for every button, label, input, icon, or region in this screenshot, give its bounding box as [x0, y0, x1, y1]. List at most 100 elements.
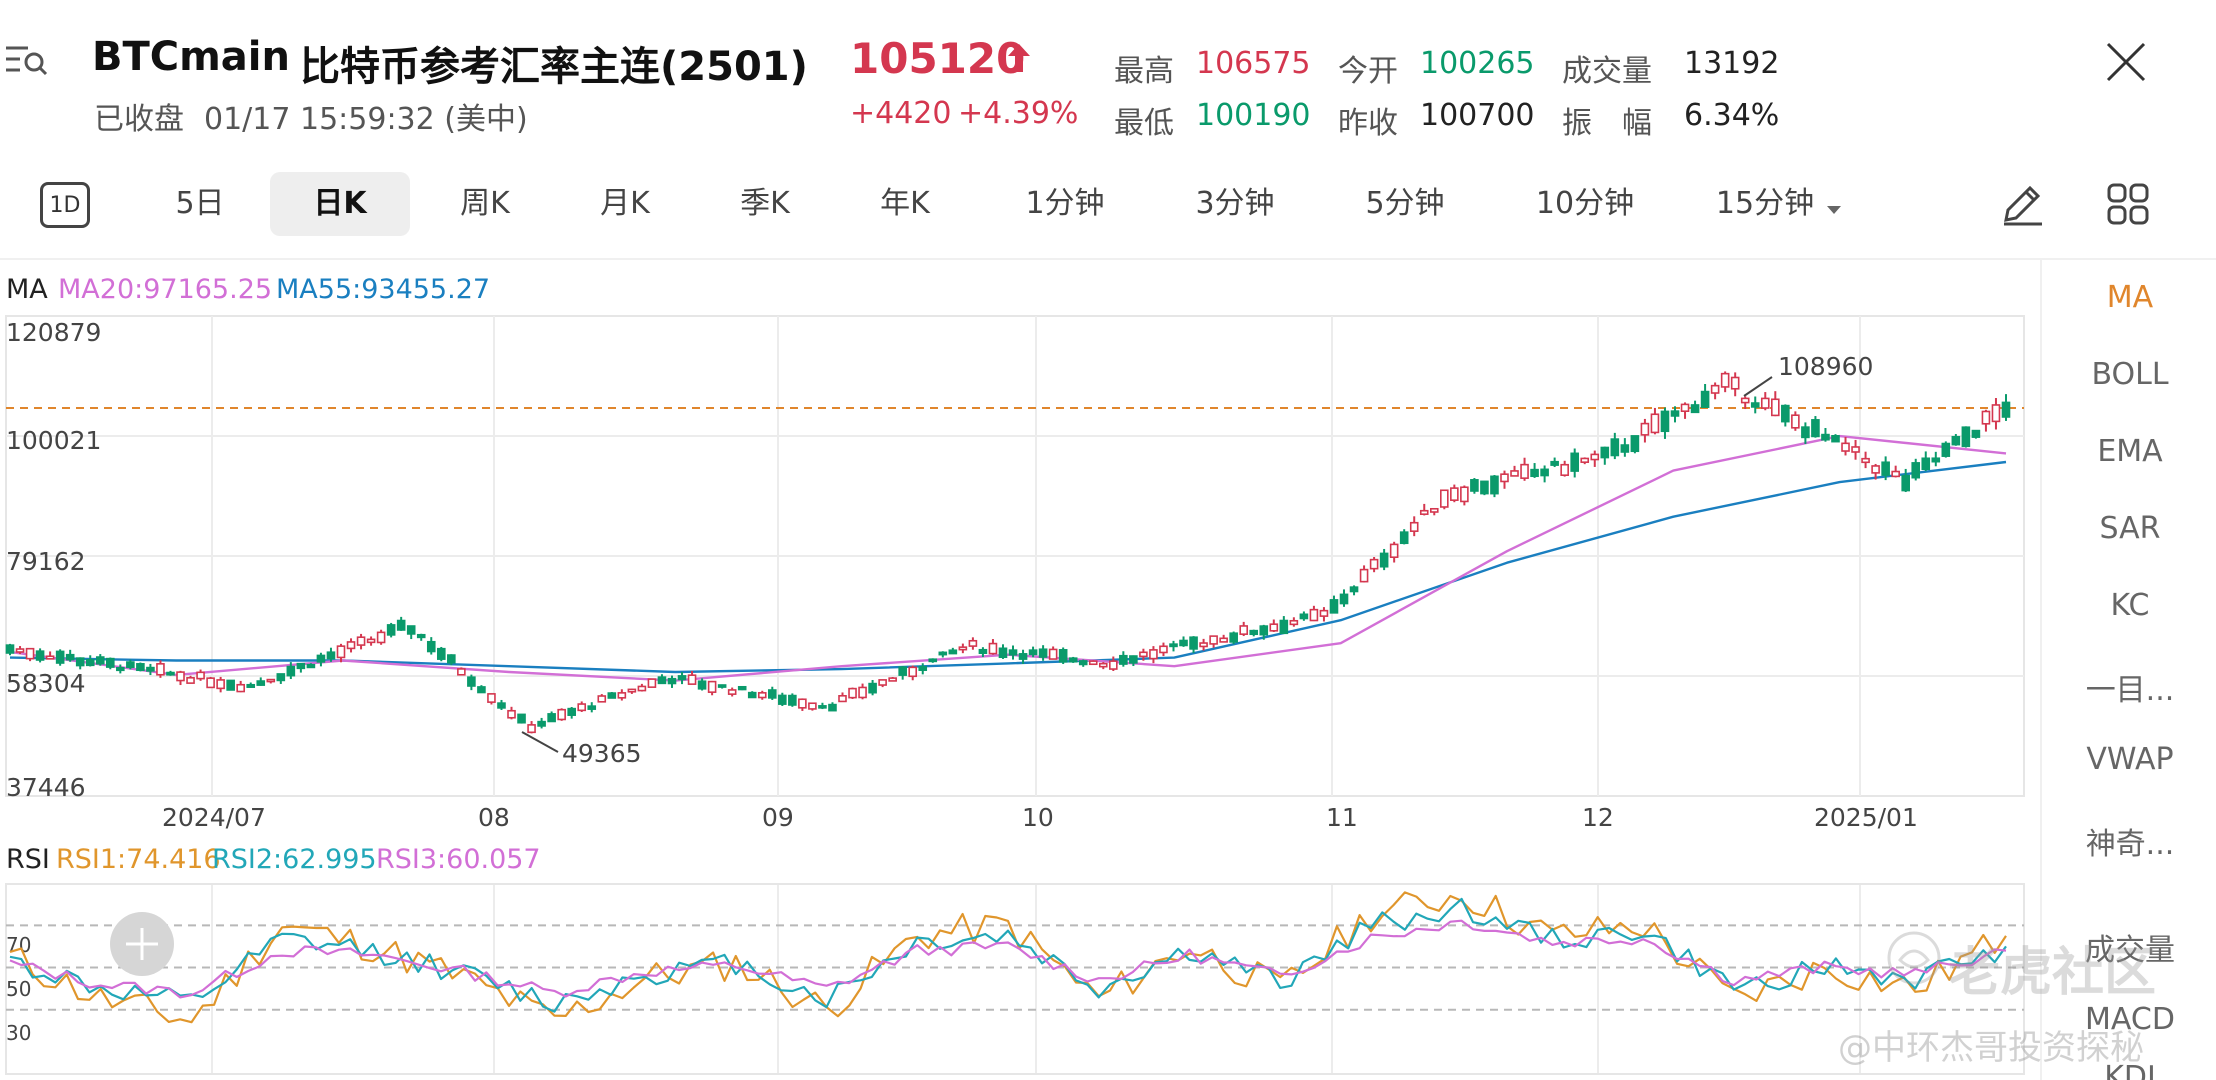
candle-up [687, 674, 697, 685]
y-tick-label: 79162 [6, 547, 86, 576]
candle-down [667, 677, 677, 685]
candle-down [1660, 410, 1670, 433]
candle-down [1399, 531, 1409, 545]
tab-1d[interactable]: 1D [40, 182, 90, 228]
tab-yearly-k[interactable]: 年K [880, 186, 930, 221]
candle-up [1289, 619, 1299, 626]
candle-up [346, 641, 356, 650]
side-item-magic[interactable]: 神奇... [2085, 827, 2175, 862]
low-label: 最低 [1114, 106, 1174, 141]
candle-up [176, 671, 185, 682]
prev-close-value: 100700 [1420, 98, 1535, 133]
candle-down [1068, 657, 1078, 663]
candle-up [968, 639, 978, 647]
side-item-sar[interactable]: SAR [2099, 511, 2161, 546]
tab-15min[interactable]: 15分钟 [1715, 186, 1815, 221]
candle-down [1961, 426, 1971, 448]
side-item-vwap[interactable]: VWAP [2086, 742, 2174, 777]
candle-down [416, 633, 426, 639]
candle-down [1028, 649, 1038, 656]
candle-up [557, 708, 566, 721]
candle-up [186, 677, 195, 684]
market-status: 已收盘 [94, 102, 184, 137]
candle-up [1500, 473, 1509, 483]
candle-up [527, 724, 536, 734]
tab-3min[interactable]: 3分钟 [1195, 186, 1275, 221]
rsi2-label: RSI2:62.995 [212, 844, 377, 875]
candle-up [1851, 446, 1860, 453]
candle-down [1299, 613, 1309, 620]
candle-up [156, 663, 165, 676]
side-item-kc[interactable]: KC [2110, 588, 2150, 623]
min-annotation: 49365 [562, 739, 642, 768]
max-annotation: 108960 [1778, 352, 1873, 381]
candle-down [788, 694, 797, 706]
candle-up [1760, 397, 1770, 409]
candle-up [1098, 662, 1108, 668]
x-tick-label: 11 [1326, 803, 1358, 832]
max-annotation-leader [1743, 376, 1773, 397]
side-item-ma[interactable]: MA [2106, 280, 2154, 315]
candle-down [1279, 619, 1289, 635]
caret-down-icon[interactable] [1826, 200, 1842, 219]
side-item-macd[interactable]: MACD [2085, 1002, 2175, 1037]
side-item-boll[interactable]: BOLL [2091, 357, 2169, 392]
candle-down [166, 671, 175, 676]
candle-up [647, 678, 657, 688]
candle-down [1911, 462, 1921, 479]
candle-down [1339, 593, 1349, 605]
side-item-kdj[interactable]: KDJ [2104, 1060, 2156, 1080]
candle-down [1670, 410, 1680, 417]
tab-quarterly-k[interactable]: 季K [740, 186, 790, 221]
grid-layout-icon[interactable] [2106, 182, 2150, 230]
candle-up [858, 686, 867, 699]
candle-up [727, 689, 737, 695]
rsi1-label: RSI1:74.416 [56, 844, 221, 875]
tab-monthly-k[interactable]: 月K [600, 186, 650, 221]
menu-search-icon[interactable] [4, 42, 48, 78]
side-item-volume[interactable]: 成交量 [2085, 933, 2175, 968]
close-icon[interactable] [2104, 40, 2148, 84]
candle-down [1931, 457, 1941, 463]
candle-down [1901, 474, 1910, 492]
tab-1min[interactable]: 1分钟 [1025, 186, 1105, 221]
candle-up [1720, 372, 1730, 388]
candle-up [1981, 410, 1991, 425]
candle-down [497, 702, 506, 709]
side-item-ichimoku[interactable]: 一目... [2085, 673, 2175, 708]
candle-up [1991, 404, 2001, 423]
rsi-title: RSI [6, 844, 50, 875]
add-indicator-icon[interactable] [110, 912, 174, 976]
candle-down [607, 692, 617, 699]
candle-down [1480, 480, 1489, 495]
candle-up [356, 636, 366, 646]
side-item-ema[interactable]: EMA [2097, 434, 2163, 469]
candle-up [366, 638, 376, 644]
tab-5day[interactable]: 5日 [175, 186, 225, 221]
candle-up [1650, 413, 1660, 434]
candle-down [35, 650, 45, 661]
amplitude-value: 6.34% [1684, 98, 1780, 133]
candle-up [1088, 660, 1098, 666]
candle-down [95, 656, 105, 665]
tab-daily-k[interactable]: 日K [270, 172, 410, 236]
candle-up [457, 668, 466, 676]
candle-up [627, 688, 637, 693]
candle-down [1600, 446, 1610, 459]
candle-down [467, 676, 476, 687]
pencil-draw-icon[interactable] [1998, 180, 2046, 232]
candle-up [1440, 489, 1449, 508]
candle-down [567, 707, 576, 716]
chart-canvas[interactable]: MA MA20:97165.25 MA55:93455.27 120879 10… [0, 0, 2040, 1080]
candle-down [1690, 404, 1700, 414]
candle-up [617, 692, 627, 699]
tab-10min[interactable]: 10分钟 [1535, 186, 1635, 221]
candle-down [256, 680, 266, 686]
candle-down [747, 691, 757, 699]
x-tick-label: 2024/07 [162, 803, 266, 832]
candle-down [587, 705, 597, 710]
tab-weekly-k[interactable]: 周K [460, 186, 510, 221]
tab-5min[interactable]: 5分钟 [1365, 186, 1445, 221]
ma20-layer [9, 434, 2007, 682]
candle-up [206, 677, 215, 689]
